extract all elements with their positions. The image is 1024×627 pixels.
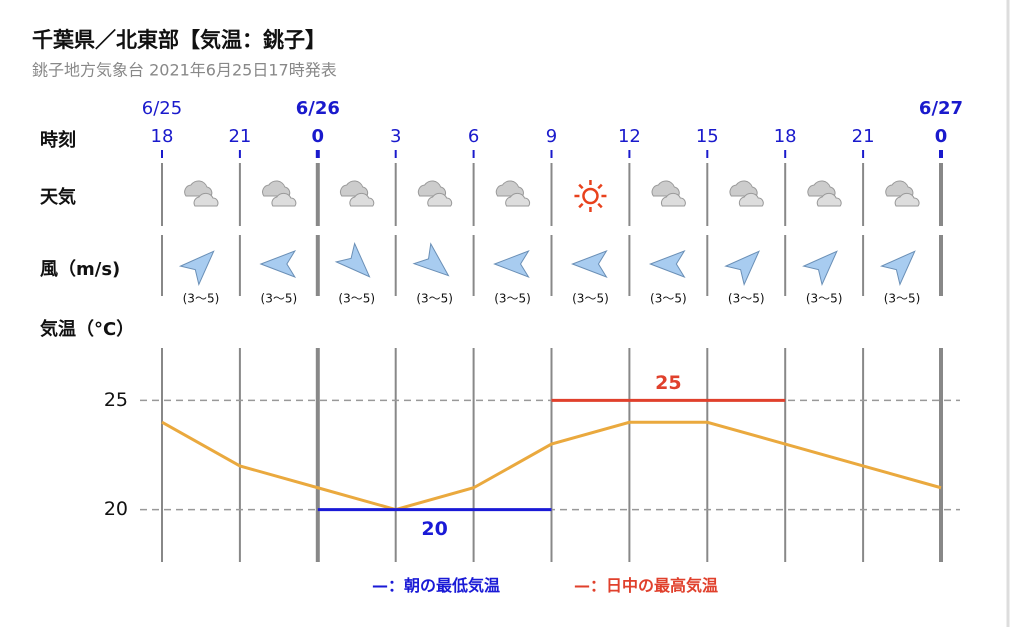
x-tick-label: 18 xyxy=(774,126,797,147)
cloud-icon xyxy=(729,180,764,207)
cloud-icon xyxy=(651,180,686,207)
chart-title: 千葉県／北東部【気温：銚子】 xyxy=(32,28,326,52)
x-tick-label: 0 xyxy=(312,126,325,147)
cloud xyxy=(193,192,219,207)
row-label: 時刻 xyxy=(40,129,76,151)
cloud xyxy=(184,180,213,197)
wind-arrow xyxy=(879,250,916,287)
wind-arrow xyxy=(412,242,450,277)
wind-label: (3〜5) xyxy=(572,292,609,306)
cloud xyxy=(885,180,914,197)
wind-arrow xyxy=(802,250,838,287)
sun-icon xyxy=(574,180,607,212)
x-tick-label: 18 xyxy=(151,126,174,147)
date-label: 6/26 xyxy=(296,98,340,119)
cloud xyxy=(262,180,291,197)
cloud xyxy=(729,180,758,197)
x-tick-label: 9 xyxy=(546,126,557,147)
legend-entry: —：朝の最低気温 xyxy=(372,576,500,595)
wind-label: (3〜5) xyxy=(494,292,531,306)
x-tick-label: 15 xyxy=(696,126,719,147)
wind-label: (3〜5) xyxy=(338,292,375,306)
legend-mark: —： xyxy=(372,576,404,595)
cloud xyxy=(339,180,369,197)
sun-ray xyxy=(597,202,603,209)
chart-subtitle: 銚子地方気象台 2021年6月25日17時発表 xyxy=(32,61,337,80)
cloud-icon xyxy=(417,180,453,207)
wind-label: (3〜5) xyxy=(183,292,220,306)
wind-arrow xyxy=(334,241,371,278)
sun-ray xyxy=(578,202,584,209)
legend-entry: —：日中の最高気温 xyxy=(574,576,718,595)
row-label: 気温（°C） xyxy=(40,318,134,340)
row-label: 風（m/s) xyxy=(40,259,120,280)
y-tick-label: 20 xyxy=(104,498,128,520)
cloud-icon xyxy=(885,180,920,207)
cloud xyxy=(661,192,686,207)
data-label: 25 xyxy=(655,372,681,394)
x-tick-label: 21 xyxy=(852,126,875,147)
cloud-icon xyxy=(807,180,842,207)
sun-ray xyxy=(578,183,584,190)
cloud-icon xyxy=(339,180,375,207)
cloud xyxy=(495,180,524,197)
cloud xyxy=(271,192,297,207)
row-label: 天気 xyxy=(40,186,76,208)
cloud xyxy=(807,180,836,197)
x-tick-label: 0 xyxy=(935,126,948,147)
sun xyxy=(582,187,599,205)
x-tick-label: 21 xyxy=(228,126,251,147)
legend-name: 日中の最高気温 xyxy=(606,576,718,595)
cloud xyxy=(651,180,680,197)
legend-mark: —： xyxy=(574,576,606,595)
x-tick-label: 3 xyxy=(390,126,401,147)
wind-arrow xyxy=(724,250,760,287)
cloud xyxy=(427,192,453,207)
cloud xyxy=(349,192,375,207)
wind-label: (3〜5) xyxy=(884,292,921,306)
x-tick-label: 6 xyxy=(468,126,479,147)
wind-arrow xyxy=(493,250,530,278)
wind-arrow xyxy=(178,250,215,287)
data-label: 20 xyxy=(421,518,447,540)
wind-arrow xyxy=(259,250,297,278)
wind-arrow xyxy=(648,250,686,278)
wind-label: (3〜5) xyxy=(806,292,843,306)
date-label: 6/27 xyxy=(919,98,963,119)
date-label: 6/25 xyxy=(142,98,182,119)
cloud xyxy=(505,192,531,207)
cloud-icon xyxy=(184,180,219,207)
temperature-line xyxy=(161,420,942,512)
x-tick-label: 12 xyxy=(618,126,641,147)
y-tick-label: 25 xyxy=(104,389,128,411)
wind-label: (3〜5) xyxy=(728,292,765,306)
cloud xyxy=(816,192,842,207)
cloud-icon xyxy=(495,180,531,207)
wind-label: (3〜5) xyxy=(650,292,687,306)
cloud xyxy=(417,180,446,197)
wind-label: (3〜5) xyxy=(416,292,453,306)
wind-arrow xyxy=(571,250,608,278)
legend-name: 朝の最低気温 xyxy=(404,576,500,595)
sun-ray xyxy=(597,183,603,190)
cloud xyxy=(738,192,764,207)
wind-label: (3〜5) xyxy=(261,292,298,306)
cloud xyxy=(894,192,920,207)
cloud-icon xyxy=(262,180,297,207)
